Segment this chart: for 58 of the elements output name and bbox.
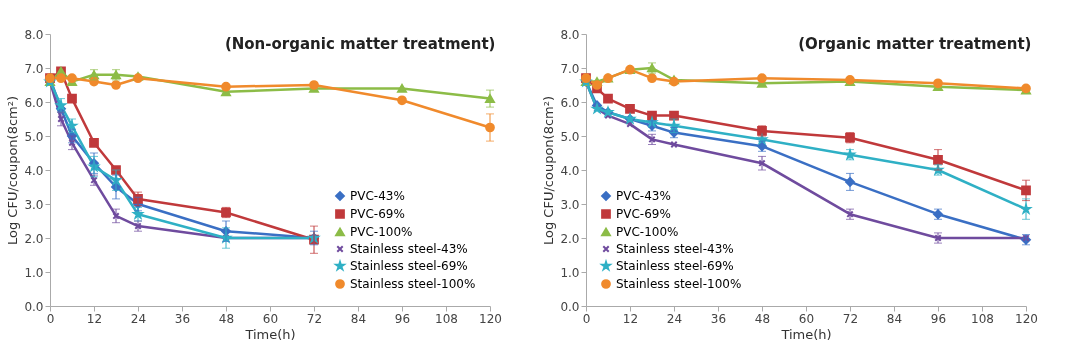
x-axis-title: Time(h) [780,326,832,342]
legend-label: PVC-69% [616,207,671,221]
x-tick-label: 108 [435,311,458,326]
y-axis-title: Log CFU/coupon(8cm²) [541,95,557,246]
x-tick-label: 96 [930,311,947,326]
x-tick-label: 120 [479,311,502,326]
legend-label: PVC-69% [350,207,405,221]
x-tick-label: 12 [86,311,103,326]
y-tick-label: 6.0 [24,95,44,110]
y-tick-label: 7.0 [560,61,580,76]
legend-label: Stainless steel-69% [350,259,468,273]
x-tick-label: 84 [350,311,367,326]
y-tick-label: 2.0 [24,231,44,246]
legend-label: Stainless steel-69% [616,259,734,273]
y-tick-label: 2.0 [560,231,580,246]
y-tick-label: 0.0 [560,299,580,314]
y-tick-label: 8.0 [24,27,44,42]
y-axis-title: Log CFU/coupon(8cm²) [5,95,21,246]
legend-label: PVC-100% [616,225,679,239]
y-tick-label: 4.0 [24,163,44,178]
x-tick-label: 24 [666,311,683,326]
legend-label: PVC-100% [350,225,413,239]
y-tick-label: 5.0 [24,129,44,144]
legend-label: Stainless steel-43% [616,242,734,256]
x-tick-label: 48 [218,311,235,326]
legend-label: PVC-43% [350,189,405,203]
y-tick-label: 7.0 [24,61,44,76]
y-tick-label: 1.0 [24,265,44,280]
y-tick-label: 4.0 [560,163,580,178]
chart-title: (Non-organic matter treatment) [224,35,496,53]
x-tick-label: 120 [1015,311,1038,326]
x-tick-label: 108 [971,311,994,326]
x-tick-label: 12 [622,311,639,326]
y-tick-label: 8.0 [560,27,580,42]
x-tick-label: 48 [754,311,771,326]
x-tick-label: 84 [886,311,903,326]
x-tick-label: 0 [582,311,591,326]
x-tick-label: 96 [394,311,411,326]
chart-title: (Organic matter treatment) [798,35,1032,53]
y-tick-label: 0.0 [24,299,44,314]
legend-label: Stainless steel-100% [616,277,742,291]
legend-label: PVC-43% [616,189,671,203]
x-tick-label: 36 [174,311,191,326]
y-tick-label: 6.0 [560,95,580,110]
y-tick-label: 3.0 [24,197,44,212]
x-tick-label: 60 [262,311,279,326]
x-axis-title: Time(h) [244,326,296,342]
legend-label: Stainless steel-100% [350,277,476,291]
y-tick-label: 5.0 [560,129,580,144]
x-tick-label: 72 [842,311,859,326]
x-tick-label: 60 [798,311,815,326]
x-tick-label: 0 [46,311,55,326]
x-tick-label: 24 [130,311,147,326]
legend-label: Stainless steel-43% [350,242,468,256]
x-tick-label: 36 [710,311,727,326]
x-tick-label: 72 [306,311,323,326]
y-tick-label: 3.0 [560,197,580,212]
y-tick-label: 1.0 [560,265,580,280]
